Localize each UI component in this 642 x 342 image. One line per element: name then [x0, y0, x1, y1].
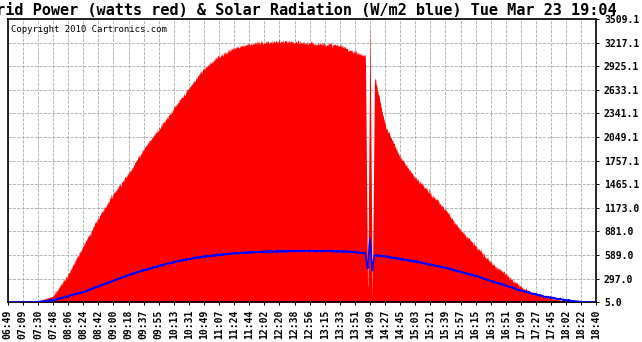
Title: Grid Power (watts red) & Solar Radiation (W/m2 blue) Tue Mar 23 19:04: Grid Power (watts red) & Solar Radiation… — [0, 3, 617, 18]
Text: Copyright 2010 Cartronics.com: Copyright 2010 Cartronics.com — [11, 25, 166, 34]
